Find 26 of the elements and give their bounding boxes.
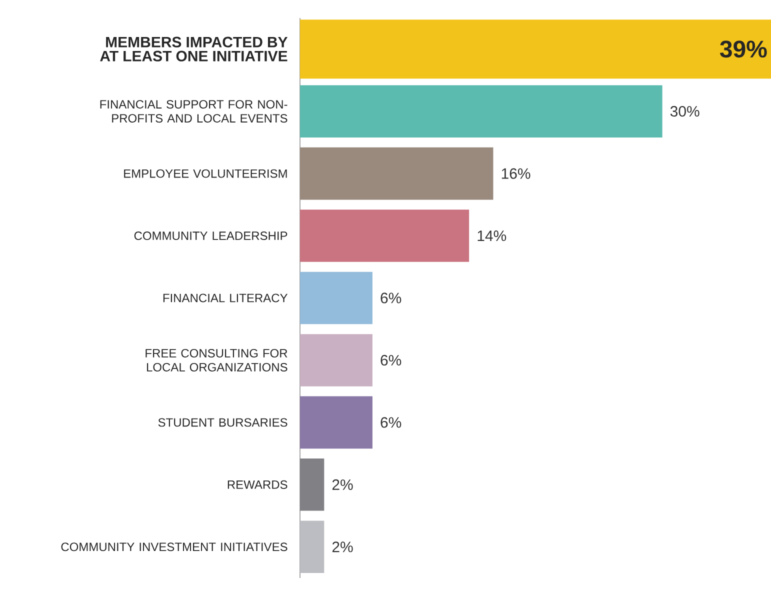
bar [300, 210, 470, 262]
data-label: 6% [380, 417, 402, 428]
y-tick-label: EMPLOYEE VOLUNTEERISM [124, 169, 287, 178]
y-tick-label: COMMUNITY INVESTMENT INITIATIVES [61, 542, 288, 552]
bar [300, 396, 372, 449]
data-label: 2% [332, 542, 353, 552]
data-label: 2% [332, 479, 353, 490]
y-tick-label: COMMUNITY LEADERSHIP [134, 232, 288, 240]
y-tick-label: FINANCIAL SUPPORT FOR NON-PROFITS AND LOCAL EVENTS [100, 100, 288, 123]
y-tick-label: REWARDS [228, 480, 288, 489]
bar [300, 272, 372, 324]
data-label: 30% [670, 106, 700, 117]
data-label: 6% [380, 354, 402, 366]
bar [300, 85, 662, 138]
bar [300, 334, 372, 386]
data-label: 14% [478, 230, 506, 242]
bar [300, 147, 494, 200]
data-label: 6% [380, 292, 402, 304]
y-tick-label: STUDENT BURSARIES [158, 418, 288, 427]
y-tick-label: FINANCIAL LITERACY [163, 294, 288, 302]
y-tick-label: MEMBERS IMPACTED BY AT LEAST ONE INITIATIVE [100, 36, 288, 62]
bar [300, 520, 324, 574]
data-label: 39% [720, 40, 767, 58]
bar [300, 458, 324, 511]
data-label: 16% [502, 168, 530, 179]
y-tick-label: FREE CONSULTING FOR LOCAL ORGANIZATIONS [146, 348, 288, 372]
